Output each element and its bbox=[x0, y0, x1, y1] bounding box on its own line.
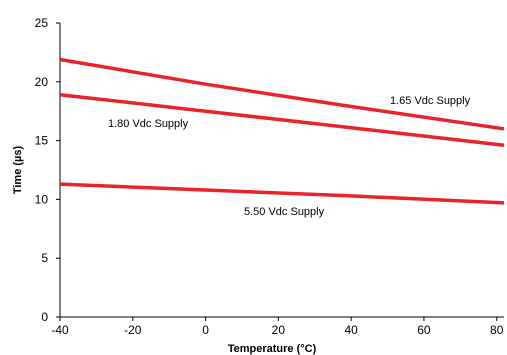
series-label-1: 1.80 Vdc Supply bbox=[108, 118, 189, 130]
series-label-0: 1.65 Vdc Supply bbox=[390, 95, 471, 107]
y-tick-label: 15 bbox=[35, 134, 49, 148]
annotation-layer: 1.65 Vdc Supply 1.80 Vdc Supply 5.50 Vdc S… bbox=[108, 95, 471, 218]
ticks-layer: -40 -20 0 20 40 60 80 0 5 10 15 20 25 bbox=[35, 16, 504, 337]
y-tick-label: 5 bbox=[41, 251, 48, 265]
x-tick-label: -20 bbox=[124, 323, 142, 337]
y-tick-label: 10 bbox=[35, 192, 49, 206]
y-tick-label: 0 bbox=[41, 310, 48, 324]
y-axis-title: Time (µs) bbox=[12, 146, 24, 195]
y-tick-label: 20 bbox=[35, 75, 49, 89]
series-label-2: 5.50 Vdc Supply bbox=[244, 206, 325, 218]
x-tick-label: 60 bbox=[417, 323, 431, 337]
series-line-2 bbox=[59, 182, 505, 205]
x-tick-label: 20 bbox=[272, 323, 286, 337]
series-layer bbox=[59, 57, 505, 205]
x-tick-label: 0 bbox=[202, 323, 209, 337]
series-line-0 bbox=[59, 57, 505, 131]
x-tick-label: 40 bbox=[344, 323, 358, 337]
x-axis-title: Temperature (°C) bbox=[228, 343, 317, 355]
x-tick-label: 80 bbox=[490, 323, 504, 337]
x-tick-label: -40 bbox=[51, 323, 69, 337]
y-tick-label: 25 bbox=[35, 16, 49, 30]
series-line-1 bbox=[59, 92, 505, 148]
